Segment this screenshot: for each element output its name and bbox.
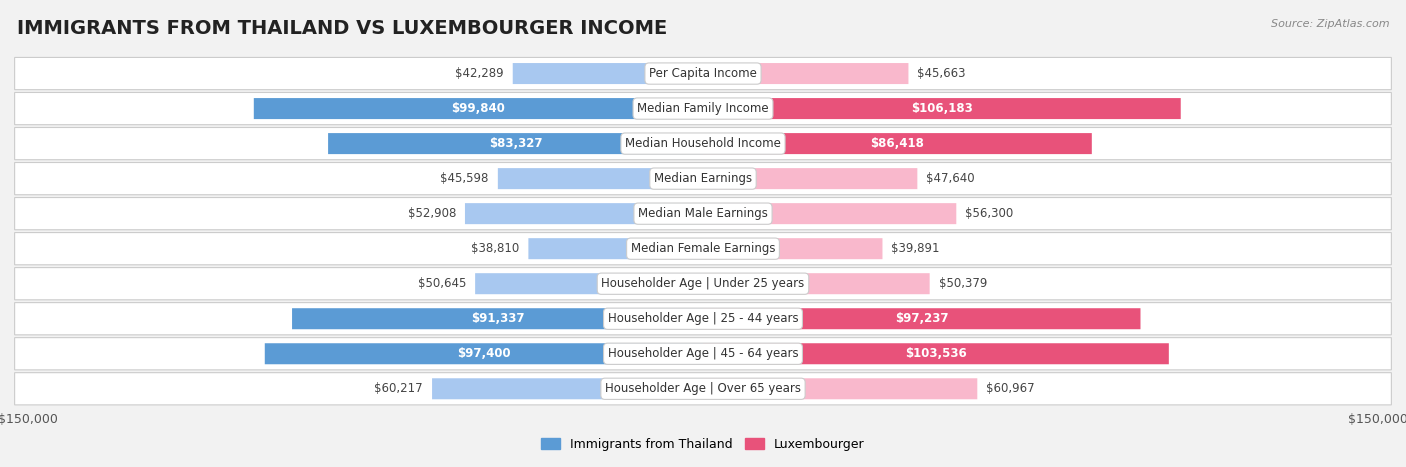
FancyBboxPatch shape [465, 203, 703, 224]
Text: Median Household Income: Median Household Income [626, 137, 780, 150]
Text: $60,967: $60,967 [986, 382, 1035, 395]
Text: $97,237: $97,237 [896, 312, 949, 325]
FancyBboxPatch shape [14, 127, 1392, 160]
Text: $91,337: $91,337 [471, 312, 524, 325]
Text: $56,300: $56,300 [966, 207, 1014, 220]
FancyBboxPatch shape [14, 163, 1392, 195]
Text: $45,663: $45,663 [918, 67, 966, 80]
Text: Householder Age | Over 65 years: Householder Age | Over 65 years [605, 382, 801, 395]
Text: $83,327: $83,327 [489, 137, 543, 150]
FancyBboxPatch shape [292, 308, 703, 329]
Text: $106,183: $106,183 [911, 102, 973, 115]
Text: Median Female Earnings: Median Female Earnings [631, 242, 775, 255]
FancyBboxPatch shape [703, 98, 1181, 119]
FancyBboxPatch shape [14, 268, 1392, 300]
Text: Median Earnings: Median Earnings [654, 172, 752, 185]
Text: $52,908: $52,908 [408, 207, 456, 220]
FancyBboxPatch shape [703, 133, 1092, 154]
Text: $86,418: $86,418 [870, 137, 924, 150]
FancyBboxPatch shape [14, 373, 1392, 405]
FancyBboxPatch shape [432, 378, 703, 399]
Text: Per Capita Income: Per Capita Income [650, 67, 756, 80]
FancyBboxPatch shape [703, 308, 1140, 329]
Text: Source: ZipAtlas.com: Source: ZipAtlas.com [1271, 19, 1389, 28]
FancyBboxPatch shape [14, 233, 1392, 265]
FancyBboxPatch shape [703, 203, 956, 224]
FancyBboxPatch shape [254, 98, 703, 119]
FancyBboxPatch shape [14, 303, 1392, 335]
Text: $42,289: $42,289 [456, 67, 503, 80]
FancyBboxPatch shape [14, 57, 1392, 90]
Text: $99,840: $99,840 [451, 102, 505, 115]
Text: $50,379: $50,379 [939, 277, 987, 290]
FancyBboxPatch shape [703, 273, 929, 294]
Text: $50,645: $50,645 [418, 277, 467, 290]
Text: $38,810: $38,810 [471, 242, 519, 255]
FancyBboxPatch shape [328, 133, 703, 154]
Text: $45,598: $45,598 [440, 172, 489, 185]
Text: Householder Age | Under 25 years: Householder Age | Under 25 years [602, 277, 804, 290]
Text: $60,217: $60,217 [374, 382, 423, 395]
FancyBboxPatch shape [14, 92, 1392, 125]
Text: Median Family Income: Median Family Income [637, 102, 769, 115]
FancyBboxPatch shape [513, 63, 703, 84]
FancyBboxPatch shape [14, 338, 1392, 370]
Text: $47,640: $47,640 [927, 172, 974, 185]
Text: IMMIGRANTS FROM THAILAND VS LUXEMBOURGER INCOME: IMMIGRANTS FROM THAILAND VS LUXEMBOURGER… [17, 19, 666, 38]
FancyBboxPatch shape [703, 63, 908, 84]
FancyBboxPatch shape [475, 273, 703, 294]
FancyBboxPatch shape [14, 198, 1392, 230]
FancyBboxPatch shape [703, 378, 977, 399]
Text: Householder Age | 45 - 64 years: Householder Age | 45 - 64 years [607, 347, 799, 360]
Text: Householder Age | 25 - 44 years: Householder Age | 25 - 44 years [607, 312, 799, 325]
FancyBboxPatch shape [703, 238, 883, 259]
FancyBboxPatch shape [703, 168, 917, 189]
FancyBboxPatch shape [264, 343, 703, 364]
FancyBboxPatch shape [529, 238, 703, 259]
FancyBboxPatch shape [498, 168, 703, 189]
Text: $39,891: $39,891 [891, 242, 941, 255]
FancyBboxPatch shape [703, 343, 1168, 364]
Legend: Immigrants from Thailand, Luxembourger: Immigrants from Thailand, Luxembourger [536, 433, 870, 456]
Text: Median Male Earnings: Median Male Earnings [638, 207, 768, 220]
Text: $97,400: $97,400 [457, 347, 510, 360]
Text: $103,536: $103,536 [905, 347, 967, 360]
